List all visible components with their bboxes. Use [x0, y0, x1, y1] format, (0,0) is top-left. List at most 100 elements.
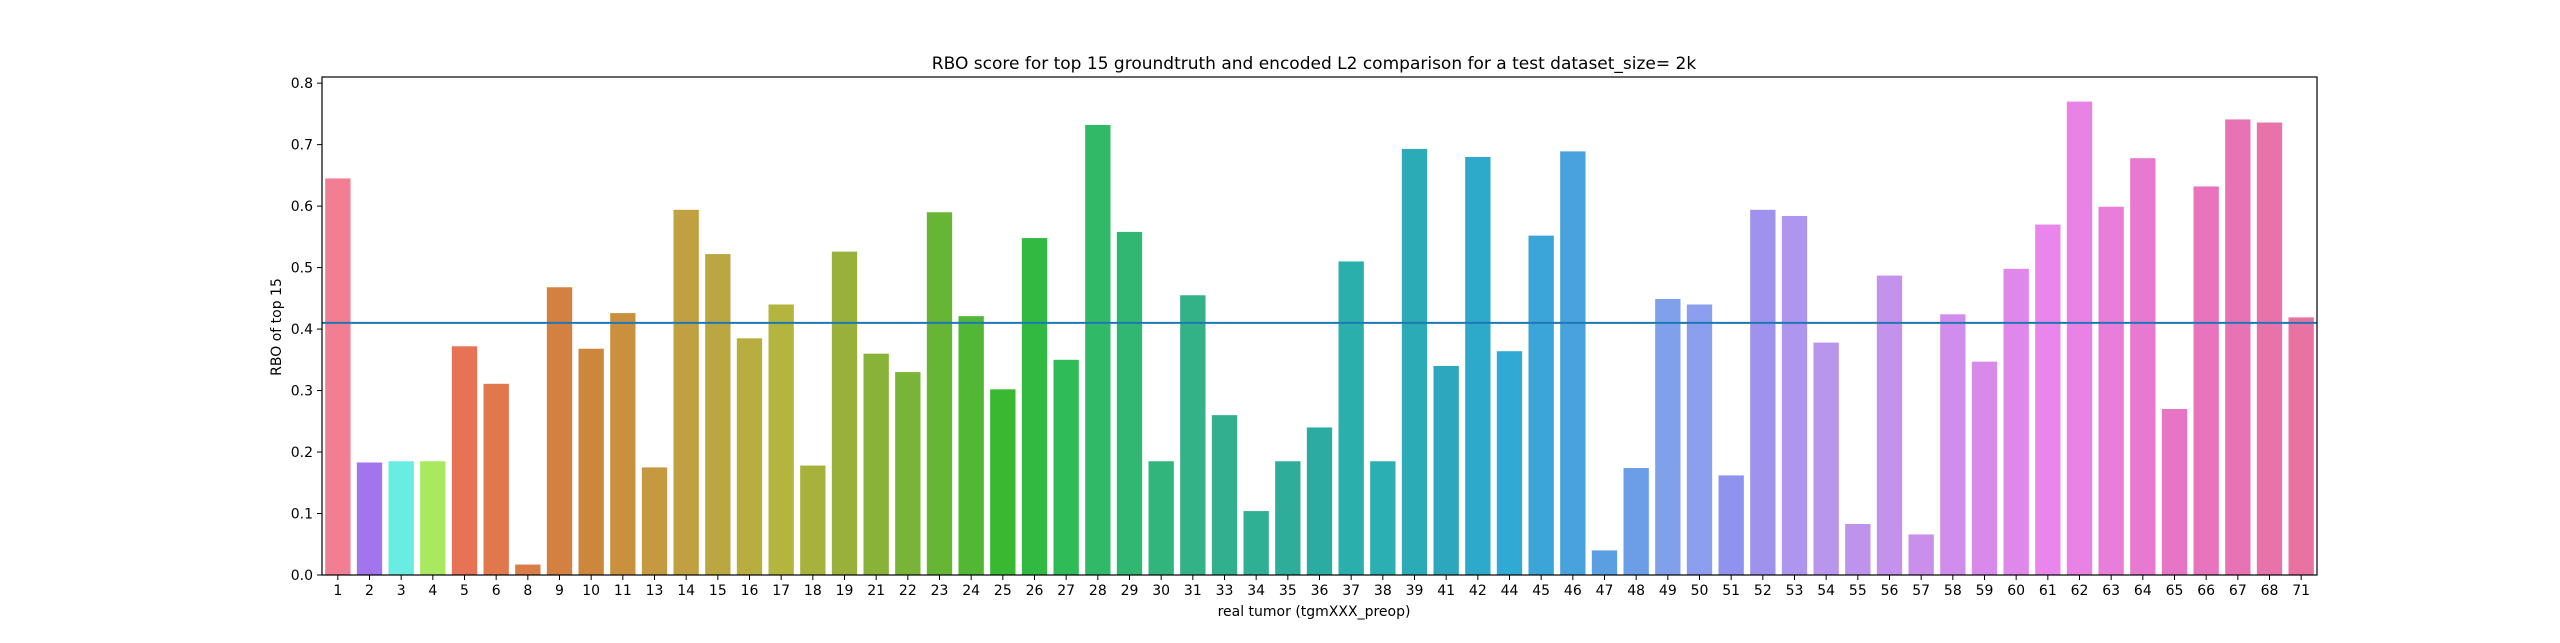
x-tick-label: 22 [899, 583, 917, 599]
x-tick-label: 19 [836, 583, 854, 599]
bar-36 [1306, 427, 1333, 575]
bar-31 [1180, 295, 1206, 575]
bar-35 [1275, 461, 1301, 575]
x-tick-label: 27 [1057, 583, 1075, 599]
x-tick-label: 66 [2197, 583, 2215, 599]
bar-13 [641, 467, 668, 575]
bar-38 [1370, 461, 1396, 575]
bar-25 [990, 389, 1016, 575]
bar-62 [2066, 101, 2093, 575]
bar-24 [958, 316, 984, 575]
x-tick-label: 4 [428, 583, 437, 599]
x-tick-label: 52 [1754, 583, 1772, 599]
bar-67 [2225, 119, 2251, 576]
x-tick-label: 11 [614, 583, 632, 599]
x-tick-label: 8 [523, 583, 532, 599]
x-tick-label: 35 [1279, 583, 1297, 599]
x-tick-label: 26 [1026, 583, 1044, 599]
bar-44 [1496, 351, 1523, 575]
bar-68 [2256, 122, 2283, 575]
x-tick-label: 3 [397, 583, 406, 599]
y-tick-label: 0.8 [291, 76, 313, 92]
bar-10 [578, 348, 604, 575]
x-tick-label: 62 [2071, 583, 2089, 599]
bar-3 [388, 461, 414, 575]
bar-45 [1528, 235, 1554, 575]
bar-53 [1781, 215, 1808, 575]
bar-59 [1971, 361, 1998, 575]
bar-4 [420, 461, 446, 575]
x-tick-label: 33 [1216, 583, 1234, 599]
x-tick-label: 13 [646, 583, 664, 599]
bar-1 [325, 178, 351, 575]
x-tick-label: 53 [1786, 583, 1804, 599]
bar-14 [673, 209, 699, 576]
x-tick-label: 28 [1089, 583, 1107, 599]
bar-5 [451, 346, 478, 575]
bar-15 [705, 254, 731, 575]
x-tick-label: 64 [2134, 583, 2152, 599]
x-tick-label: 34 [1247, 583, 1265, 599]
y-tick-label: 0.5 [291, 261, 313, 277]
bar-55 [1845, 523, 1871, 575]
bar-37 [1338, 261, 1364, 575]
x-axis: 1 2 3 4 5 6 8 9 10 11 13 14 15 16 17 18 19 21 22 23 24 25 26 27… [333, 575, 2310, 599]
bar-61 [2035, 224, 2061, 575]
bar-51 [1718, 475, 1744, 575]
x-tick-label: 61 [2039, 583, 2057, 599]
x-tick-label: 10 [582, 583, 600, 599]
y-tick-label: 0.2 [291, 445, 313, 461]
bar-26 [1021, 238, 1048, 575]
bar-22 [895, 372, 921, 575]
x-tick-label: 50 [1691, 583, 1709, 599]
x-tick-label: 29 [1121, 583, 1139, 599]
bar-6 [483, 383, 509, 575]
bar-58 [1940, 314, 1966, 575]
y-tick-label: 0.0 [291, 568, 313, 584]
y-tick-label: 0.1 [291, 507, 313, 523]
bar-42 [1465, 156, 1491, 575]
bar-56 [1876, 275, 1903, 575]
bar-33 [1211, 415, 1238, 575]
x-tick-label: 16 [741, 583, 759, 599]
x-tick-label: 41 [1437, 583, 1455, 599]
x-axis-label: real tumor (tgmXXX_preop) [1218, 604, 1411, 620]
x-tick-label: 57 [1912, 583, 1930, 599]
x-tick-label: 36 [1311, 583, 1329, 599]
bar-47 [1591, 550, 1618, 575]
x-tick-label: 54 [1817, 583, 1835, 599]
x-tick-label: 68 [2261, 583, 2279, 599]
chart-title: RBO score for top 15 groundtruth and enc… [932, 54, 1697, 74]
bars-group [325, 101, 2314, 576]
bar-66 [2193, 186, 2219, 575]
x-tick-label: 39 [1406, 583, 1424, 599]
bar-23 [926, 212, 953, 575]
x-tick-label: 6 [492, 583, 501, 599]
x-tick-label: 51 [1722, 583, 1740, 599]
bar-30 [1148, 461, 1174, 575]
x-tick-label: 65 [2166, 583, 2184, 599]
x-tick-label: 18 [804, 583, 822, 599]
bar-60 [2003, 268, 2029, 575]
bar-11 [610, 313, 636, 575]
bar-63 [2098, 206, 2124, 576]
bar-34 [1243, 511, 1269, 575]
bar-8 [515, 564, 541, 575]
x-tick-label: 48 [1627, 583, 1645, 599]
x-tick-label: 17 [772, 583, 790, 599]
y-tick-label: 0.6 [291, 199, 313, 215]
bar-19 [831, 251, 858, 576]
y-axis: 0.0 0.1 0.2 0.3 0.4 0.5 0.6 0.7 0.8 [291, 76, 322, 584]
bar-41 [1433, 365, 1459, 575]
bar-46 [1560, 151, 1586, 575]
bar-48 [1623, 468, 1649, 575]
x-tick-label: 2 [365, 583, 374, 599]
y-tick-label: 0.3 [291, 384, 313, 400]
bar-65 [2161, 409, 2188, 575]
x-tick-label: 45 [1532, 583, 1550, 599]
bar-54 [1813, 342, 1839, 575]
bar-29 [1116, 231, 1143, 575]
x-tick-label: 38 [1374, 583, 1392, 599]
x-tick-label: 24 [962, 583, 980, 599]
